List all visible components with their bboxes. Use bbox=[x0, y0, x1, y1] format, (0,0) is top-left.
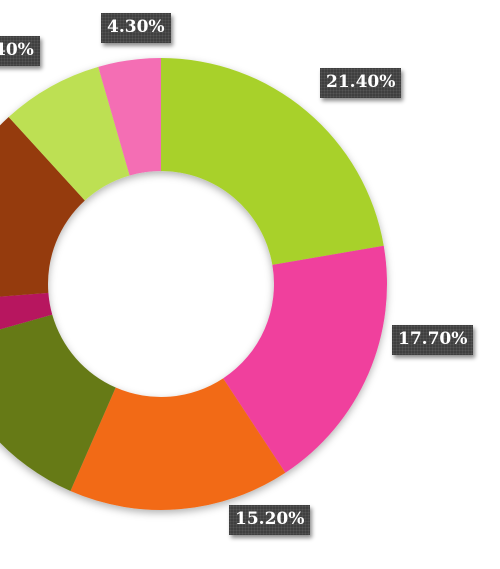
slice-label-7: 4.30% bbox=[101, 13, 171, 43]
slice-5 bbox=[0, 117, 85, 297]
slice-label-2: 15.20% bbox=[229, 505, 311, 535]
donut-slices bbox=[0, 58, 387, 511]
slice-label-0: 21.40% bbox=[320, 68, 402, 98]
slice-0 bbox=[161, 58, 384, 265]
slice-label-partial: 40% bbox=[0, 36, 40, 66]
slice-label-1: 17.70% bbox=[392, 325, 474, 355]
slice-3 bbox=[0, 314, 116, 492]
slice-7 bbox=[98, 58, 161, 176]
slice-4 bbox=[0, 292, 53, 330]
slice-2 bbox=[70, 378, 286, 511]
slice-1 bbox=[223, 245, 387, 473]
slice-6 bbox=[8, 66, 130, 201]
